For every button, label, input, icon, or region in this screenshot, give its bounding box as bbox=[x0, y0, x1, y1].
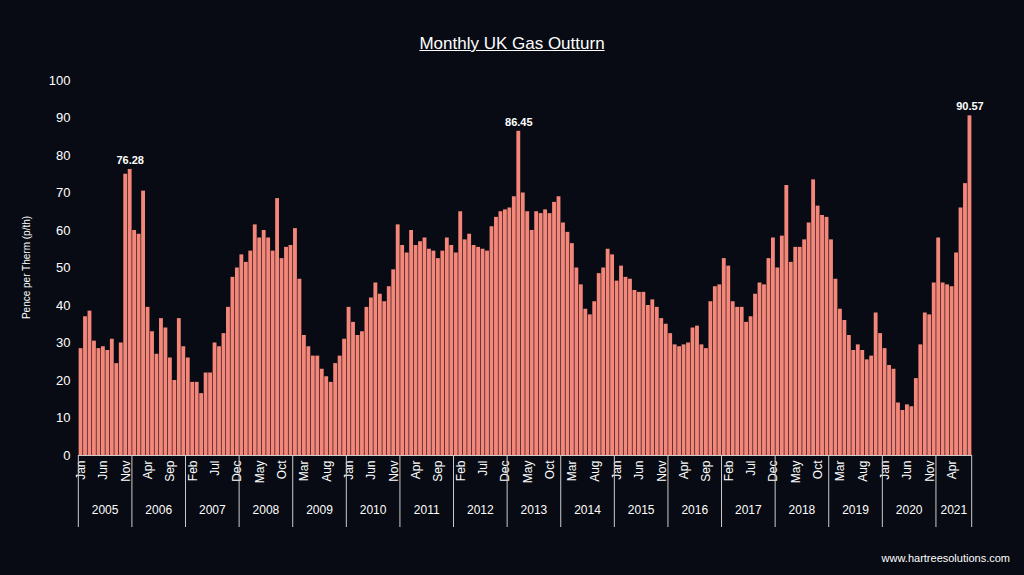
svg-text:2018: 2018 bbox=[789, 503, 816, 517]
svg-text:0: 0 bbox=[63, 448, 70, 463]
svg-text:100: 100 bbox=[49, 73, 71, 88]
html-text:Monthly UK Gas Outturn: Monthly UK Gas Outturn bbox=[419, 34, 605, 53]
svg-text:Sep: Sep bbox=[431, 460, 445, 482]
svg-text:Jun: Jun bbox=[632, 461, 646, 480]
svg-text:Jan: Jan bbox=[74, 461, 88, 480]
svg-text:Oct: Oct bbox=[275, 460, 289, 479]
svg-text:Jul: Jul bbox=[744, 461, 758, 476]
svg-text:Jun: Jun bbox=[96, 461, 110, 480]
svg-text:Mar: Mar bbox=[833, 461, 847, 482]
svg-text:2019: 2019 bbox=[842, 503, 869, 517]
svg-text:2006: 2006 bbox=[145, 503, 172, 517]
svg-text:2021: 2021 bbox=[940, 503, 967, 517]
svg-text:Oct: Oct bbox=[543, 460, 557, 479]
svg-text:86.45: 86.45 bbox=[505, 116, 533, 128]
svg-text:Mar: Mar bbox=[297, 461, 311, 482]
html-text:www.hartreesolutions.com: www.hartreesolutions.com bbox=[881, 552, 1010, 564]
svg-text:2008: 2008 bbox=[253, 503, 280, 517]
svg-text:90.57: 90.57 bbox=[956, 100, 984, 112]
svg-text:May: May bbox=[253, 461, 267, 484]
svg-text:Jun: Jun bbox=[364, 461, 378, 480]
svg-text:50: 50 bbox=[56, 260, 70, 275]
svg-text:Feb: Feb bbox=[454, 460, 468, 481]
svg-text:2011: 2011 bbox=[414, 503, 440, 517]
svg-text:Jul: Jul bbox=[476, 461, 490, 476]
svg-text:Dec: Dec bbox=[766, 461, 780, 482]
svg-text:Dec: Dec bbox=[498, 461, 512, 482]
svg-text:Pence per Therm (p/th): Pence per Therm (p/th) bbox=[21, 216, 32, 319]
svg-text:2007: 2007 bbox=[199, 503, 226, 517]
svg-text:Feb: Feb bbox=[186, 460, 200, 481]
svg-text:Nov: Nov bbox=[387, 461, 401, 482]
svg-text:2013: 2013 bbox=[521, 503, 548, 517]
svg-text:2015: 2015 bbox=[628, 503, 655, 517]
svg-text:40: 40 bbox=[56, 298, 70, 313]
svg-text:30: 30 bbox=[56, 335, 70, 350]
svg-text:Jan: Jan bbox=[610, 461, 624, 480]
svg-text:Jul: Jul bbox=[208, 461, 222, 476]
svg-text:Aug: Aug bbox=[588, 461, 602, 482]
svg-text:Dec: Dec bbox=[230, 461, 244, 482]
svg-text:Nov: Nov bbox=[923, 461, 937, 482]
svg-text:May: May bbox=[521, 461, 535, 484]
svg-text:Apr: Apr bbox=[141, 461, 155, 480]
svg-text:76.28: 76.28 bbox=[116, 154, 144, 166]
svg-text:Sep: Sep bbox=[699, 460, 713, 482]
svg-text:70: 70 bbox=[56, 185, 70, 200]
svg-text:Jan: Jan bbox=[878, 461, 892, 480]
svg-text:Aug: Aug bbox=[856, 461, 870, 482]
svg-text:2020: 2020 bbox=[896, 503, 923, 517]
svg-text:80: 80 bbox=[56, 148, 70, 163]
svg-text:Jun: Jun bbox=[900, 461, 914, 480]
svg-text:60: 60 bbox=[56, 223, 70, 238]
svg-text:2016: 2016 bbox=[681, 503, 708, 517]
svg-text:Apr: Apr bbox=[409, 461, 423, 480]
svg-text:2009: 2009 bbox=[306, 503, 333, 517]
svg-text:Feb: Feb bbox=[722, 460, 736, 481]
svg-text:10: 10 bbox=[56, 410, 70, 425]
svg-text:20: 20 bbox=[56, 373, 70, 388]
svg-text:2005: 2005 bbox=[92, 503, 119, 517]
svg-text:May: May bbox=[789, 461, 803, 484]
svg-text:Nov: Nov bbox=[119, 461, 133, 482]
svg-text:Aug: Aug bbox=[320, 461, 334, 482]
svg-text:2010: 2010 bbox=[360, 503, 387, 517]
svg-text:Apr: Apr bbox=[945, 461, 959, 480]
svg-text:2014: 2014 bbox=[574, 503, 601, 517]
svg-text:2012: 2012 bbox=[467, 503, 494, 517]
svg-text:Nov: Nov bbox=[655, 461, 669, 482]
svg-text:Apr: Apr bbox=[677, 461, 691, 480]
svg-text:Oct: Oct bbox=[811, 460, 825, 479]
svg-text:2017: 2017 bbox=[735, 503, 762, 517]
svg-text:Sep: Sep bbox=[163, 460, 177, 482]
svg-text:90: 90 bbox=[56, 110, 70, 125]
svg-text:Mar: Mar bbox=[565, 461, 579, 482]
svg-text:Jan: Jan bbox=[342, 461, 356, 480]
